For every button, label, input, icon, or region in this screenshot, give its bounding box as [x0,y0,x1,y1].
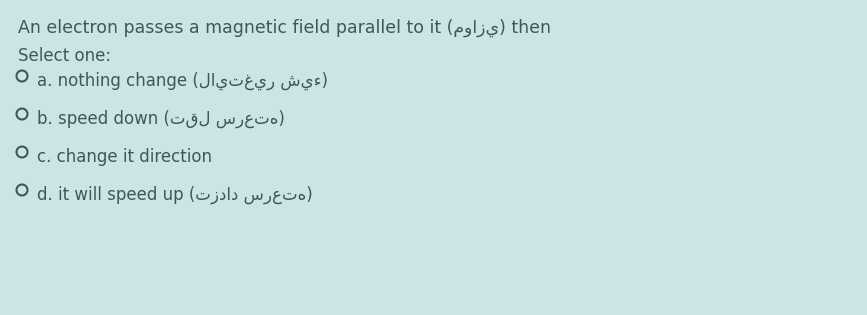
Text: Select one:: Select one: [18,47,111,65]
Text: c. change it direction: c. change it direction [37,148,212,166]
Text: d. it will speed up (تزداد سرعته): d. it will speed up (تزداد سرعته) [37,186,313,204]
Text: a. nothing change (لايتغير شيء): a. nothing change (لايتغير شيء) [37,72,328,90]
Text: b. speed down (تقل سرعته): b. speed down (تقل سرعته) [37,110,285,128]
Text: An electron passes a magnetic field parallel to it (موازي) then: An electron passes a magnetic field para… [18,19,551,37]
